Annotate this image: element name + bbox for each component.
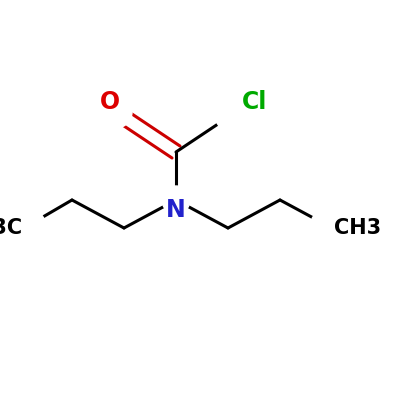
Text: N: N	[166, 198, 186, 222]
Text: CH3: CH3	[334, 218, 381, 238]
Text: Cl: Cl	[242, 90, 267, 114]
Circle shape	[162, 186, 190, 214]
Text: O: O	[100, 90, 120, 114]
Text: H3C: H3C	[0, 218, 22, 238]
Circle shape	[310, 206, 354, 250]
Circle shape	[214, 90, 258, 134]
Circle shape	[100, 96, 132, 128]
Circle shape	[2, 206, 46, 250]
